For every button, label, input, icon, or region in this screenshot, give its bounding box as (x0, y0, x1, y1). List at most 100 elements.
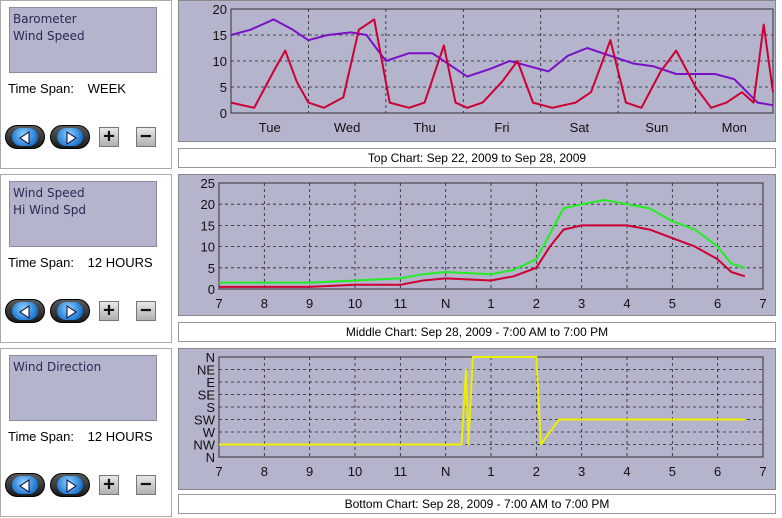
series-item[interactable]: Barometer (13, 12, 77, 26)
y-tick-label: 20 (201, 197, 215, 212)
y-tick-label: 20 (213, 2, 227, 17)
middle-chart-svg: 0 5 10 15 20 25 7 8 9 10 11 N 1 2 3 4 5 6 7 (201, 176, 767, 311)
x-tick-label: 7 (759, 464, 766, 479)
bottom-chart[interactable]: N NW W SW S SE E NE N 7 8 9 10 11 N 1 2 3 4 5 6 7 (178, 348, 776, 490)
series-item[interactable]: Hi Wind Spd (13, 203, 86, 217)
series-item[interactable]: Wind Speed (13, 29, 85, 43)
y-tick-label: E (206, 375, 215, 390)
top-chart-svg: 0 5 10 15 20 Tue Wed Thu Fri Sat Sun Mon (213, 2, 774, 135)
y-tick-label: N (206, 350, 215, 365)
time-span-label: Time Span: (8, 429, 74, 444)
x-tick-label: N (441, 464, 450, 479)
x-tick-label: Sat (570, 120, 590, 135)
series-line (230, 18, 774, 109)
back-button[interactable] (5, 125, 45, 149)
zoom-out-button[interactable]: − (136, 301, 156, 321)
series-list-bottom[interactable]: Wind Direction (9, 355, 157, 421)
x-tick-label: 8 (261, 296, 268, 311)
middle-chart-caption: Middle Chart: Sep 28, 2009 - 7:00 AM to … (178, 322, 776, 342)
series-line (219, 356, 745, 446)
x-tick-label: Tue (259, 120, 281, 135)
x-tick-label: 1 (487, 296, 494, 311)
y-tick-label: 10 (213, 54, 227, 69)
series-list-top[interactable]: Barometer Wind Speed (9, 7, 157, 73)
x-tick-label: 1 (487, 464, 494, 479)
forward-arrow-icon (66, 479, 77, 493)
forward-arrow-icon (66, 305, 77, 319)
x-tick-label: 8 (261, 464, 268, 479)
time-span-label: Time Span: (8, 255, 74, 270)
series-line (219, 224, 746, 288)
back-arrow-icon (19, 131, 30, 145)
y-tick-label: 5 (208, 261, 215, 276)
forward-button[interactable] (50, 299, 90, 323)
back-button[interactable] (5, 299, 45, 323)
x-tick-label: 2 (533, 296, 540, 311)
y-tick-label: 15 (213, 28, 227, 43)
x-tick-label: 5 (669, 464, 676, 479)
y-tick-label: NW (193, 438, 215, 453)
time-span-row: Time Span: 12 HOURS (8, 255, 153, 270)
x-tick-label: 9 (306, 464, 313, 479)
x-tick-label: 11 (394, 464, 408, 479)
series-line (219, 199, 746, 284)
x-tick-label: 7 (215, 296, 222, 311)
x-tick-label: 7 (215, 464, 222, 479)
y-tick-label: 10 (201, 240, 215, 255)
x-tick-label: Sun (645, 120, 668, 135)
time-span-row: Time Span: WEEK (8, 81, 126, 96)
top-chart[interactable]: 0 5 10 15 20 Tue Wed Thu Fri Sat Sun Mon (178, 0, 776, 142)
y-tick-label: 25 (201, 176, 215, 191)
time-span-label: Time Span: (8, 81, 74, 96)
series-item[interactable]: Wind Speed (13, 186, 85, 200)
y-tick-label: S (206, 400, 215, 415)
control-panel-bottom: Wind Direction Time Span: 12 HOURS + − (0, 348, 172, 517)
control-panel-top: Barometer Wind Speed Time Span: WEEK + − (0, 0, 172, 169)
y-tick-label: SE (198, 388, 216, 403)
middle-chart[interactable]: 0 5 10 15 20 25 7 8 9 10 11 N 1 2 3 4 5 6 7 (178, 174, 776, 316)
y-tick-label: 5 (220, 80, 227, 95)
series-list-middle[interactable]: Wind Speed Hi Wind Spd (9, 181, 157, 247)
back-arrow-icon (19, 305, 30, 319)
forward-button[interactable] (50, 473, 90, 497)
x-tick-label: 2 (533, 464, 540, 479)
x-tick-label: 10 (348, 464, 362, 479)
zoom-out-button[interactable]: − (136, 127, 156, 147)
x-tick-label: N (441, 296, 450, 311)
time-span-row: Time Span: 12 HOURS (8, 429, 153, 444)
y-tick-label: 0 (208, 282, 215, 297)
x-tick-label: 10 (348, 296, 362, 311)
x-tick-label: 4 (623, 464, 630, 479)
zoom-out-button[interactable]: − (136, 475, 156, 495)
x-tick-label: 11 (394, 296, 408, 311)
series-line (230, 18, 774, 107)
forward-arrow-icon (66, 131, 77, 145)
y-tick-label: 15 (201, 218, 215, 233)
x-tick-label: 5 (669, 296, 676, 311)
y-tick-label: N (206, 450, 215, 465)
series-item[interactable]: Wind Direction (13, 360, 102, 374)
top-chart-caption: Top Chart: Sep 22, 2009 to Sep 28, 2009 (178, 148, 776, 168)
time-span-value: 12 HOURS (87, 429, 153, 444)
zoom-in-button[interactable]: + (99, 475, 119, 495)
x-tick-label: Wed (334, 120, 361, 135)
x-tick-label: Fri (494, 120, 509, 135)
x-tick-label: 7 (759, 296, 766, 311)
zoom-in-button[interactable]: + (99, 127, 119, 147)
x-tick-label: 6 (714, 296, 721, 311)
x-tick-label: Thu (413, 120, 435, 135)
x-tick-label: Mon (722, 120, 747, 135)
y-tick-label: 0 (220, 106, 227, 121)
y-tick-label: SW (194, 413, 216, 428)
bottom-chart-caption: Bottom Chart: Sep 28, 2009 - 7:00 AM to … (178, 494, 776, 514)
zoom-in-button[interactable]: + (99, 301, 119, 321)
x-tick-label: 3 (578, 296, 585, 311)
control-panel-middle: Wind Speed Hi Wind Spd Time Span: 12 HOU… (0, 174, 172, 343)
forward-button[interactable] (50, 125, 90, 149)
x-tick-label: 9 (306, 296, 313, 311)
back-button[interactable] (5, 473, 45, 497)
time-span-value: WEEK (87, 81, 126, 96)
time-span-value: 12 HOURS (87, 255, 153, 270)
x-tick-label: 4 (623, 296, 630, 311)
